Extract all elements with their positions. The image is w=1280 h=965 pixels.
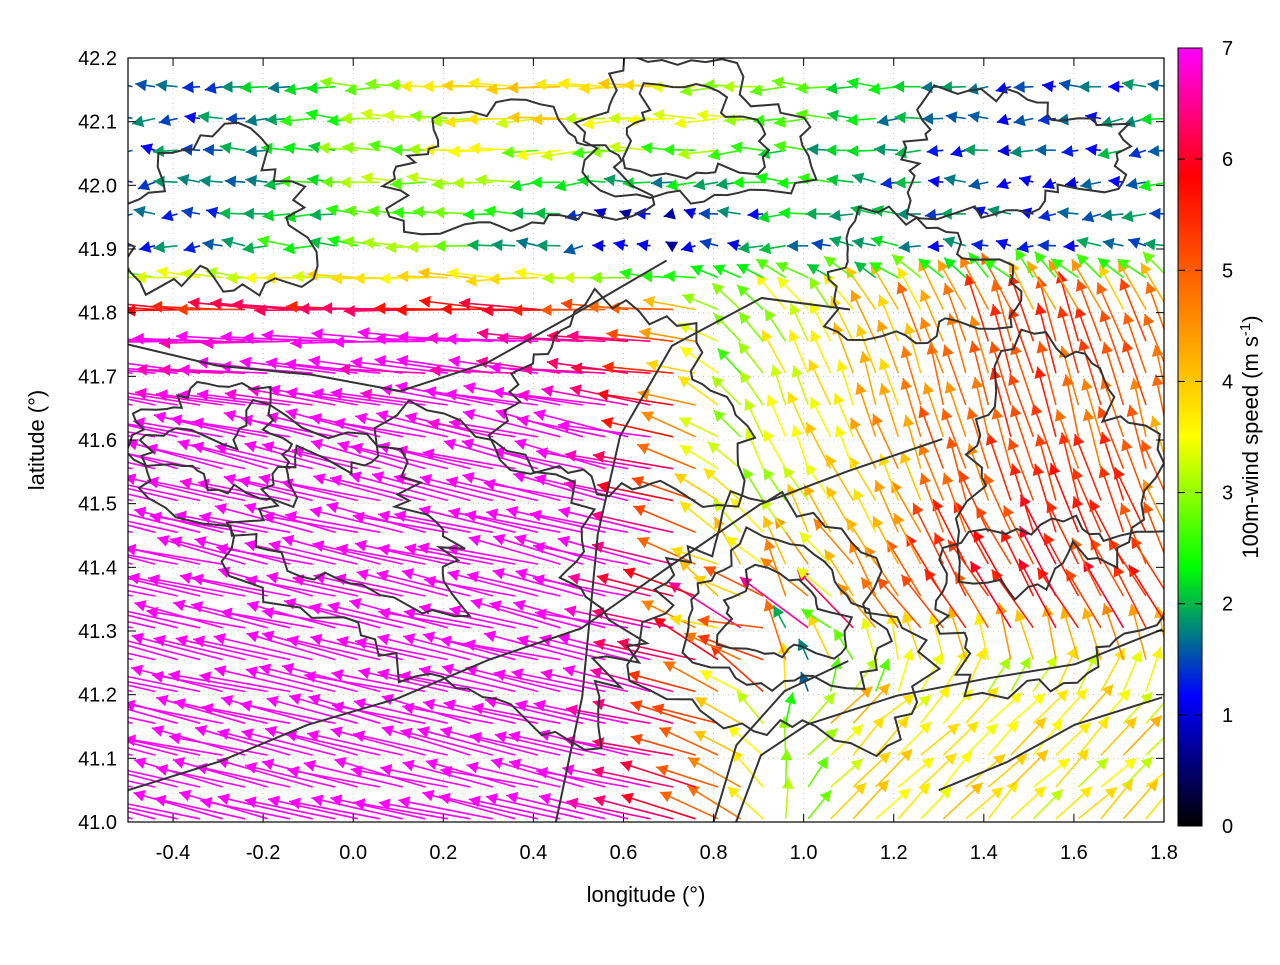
colorbar-tick-label: 0 — [1222, 816, 1233, 838]
wind-arrow-head — [62, 505, 74, 517]
colorbar-tick-label: 1 — [1222, 705, 1233, 727]
colorbar-tick-label: 7 — [1222, 38, 1233, 60]
wind-arrow-head — [43, 331, 54, 343]
wind-arrow-head — [36, 697, 48, 709]
wind-arrow-head — [36, 765, 48, 777]
colorbar-label: 100m-wind speed (m s-1) — [1237, 315, 1264, 558]
x-tick-label: 0.2 — [429, 842, 457, 864]
wind-arrow-head — [1164, 725, 1176, 737]
x-tick-label: 0.6 — [610, 842, 638, 864]
wind-arrow-head — [70, 335, 81, 347]
wind-arrow-head — [84, 336, 95, 348]
y-tick-label: 41.3 — [78, 621, 117, 643]
wind-arrow-head — [58, 789, 70, 801]
y-tick-label: 41.4 — [78, 557, 117, 579]
y-tick-label: 42.2 — [78, 48, 117, 70]
wind-arrow-head — [35, 571, 47, 583]
y-tick-label: 42.1 — [78, 112, 117, 134]
x-tick-label: 1.8 — [1150, 842, 1178, 864]
wind-arrow-head — [65, 728, 77, 740]
wind-arrow-head — [111, 669, 123, 681]
x-axis-label: longitude (°) — [587, 882, 706, 907]
y-tick-label: 41.5 — [78, 494, 117, 516]
wind-arrow-head — [39, 633, 51, 645]
colorbar-tick-label: 6 — [1222, 149, 1233, 171]
x-tick-label: 1.2 — [880, 842, 908, 864]
wind-arrow-head — [106, 333, 117, 345]
wind-arrow-head — [89, 602, 101, 614]
wind-arrow-head — [44, 670, 56, 682]
wind-arrow-head — [92, 268, 104, 280]
wind-arrow-head — [63, 575, 75, 587]
wind-arrow-shaft — [46, 389, 133, 405]
wind-arrow-head — [117, 175, 129, 187]
wind-arrow-head — [33, 733, 45, 745]
x-tick-label: -0.2 — [246, 842, 280, 864]
wind-arrow-head — [61, 634, 73, 646]
wind-arrow-shaft — [333, 341, 425, 342]
wind-arrow-shaft — [92, 273, 133, 278]
wind-arrow-head — [87, 475, 99, 487]
wind-arrow-head — [113, 210, 125, 222]
y-tick-label: 41.6 — [78, 430, 117, 452]
x-tick-label: 1.0 — [790, 842, 818, 864]
wind-arrow-head — [56, 443, 68, 455]
wind-arrow-head — [58, 359, 69, 371]
wind-arrow-head — [57, 602, 69, 614]
x-tick-label: 0.4 — [519, 842, 547, 864]
x-tick-label: 0.8 — [700, 842, 728, 864]
y-tick-label: 41.2 — [78, 685, 117, 707]
wind-arrow-head — [87, 795, 99, 807]
colorbar-tick-label: 4 — [1222, 371, 1233, 393]
colorbar-tick-label: 5 — [1222, 260, 1233, 282]
wind-arrow-head — [36, 507, 48, 519]
wind-arrow-head — [87, 670, 99, 682]
wind-arrow-head — [107, 477, 119, 489]
wind-arrow-head — [108, 417, 120, 429]
wind-arrow-head — [62, 381, 74, 393]
y-tick-label: 41.8 — [78, 303, 117, 325]
wind-arrow-head — [56, 665, 68, 677]
colorbar: 0 1 2 3 4 5 6 7 100m-wind speed (m s-1) — [1178, 38, 1263, 838]
wind-arrow-head — [103, 539, 115, 551]
y-tick-label: 41.7 — [78, 366, 117, 388]
wind-arrow-head — [80, 542, 92, 554]
wind-arrow-head — [43, 360, 55, 372]
colorbar-tick-label: 2 — [1222, 594, 1233, 616]
y-tick-label: 41.0 — [78, 812, 117, 834]
wind-arrow-head — [101, 602, 113, 614]
colorbar-gradient — [1178, 48, 1202, 826]
wind-arrow-head — [81, 727, 93, 739]
x-tick-label: 1.4 — [970, 842, 998, 864]
wind-arrow-head — [60, 475, 72, 487]
y-axis-label: latitude (°) — [24, 390, 49, 491]
wind-arrow-head — [113, 79, 125, 91]
y-tick-label: 41.9 — [78, 239, 117, 261]
wind-arrow-head — [104, 731, 116, 743]
y-tick-label: 41.1 — [78, 748, 117, 770]
x-tick-label: 1.6 — [1060, 842, 1088, 864]
wind-arrow-head — [41, 788, 53, 799]
wind-arrow-shaft — [36, 769, 132, 787]
wind-arrow-head — [107, 796, 119, 808]
wind-arrow-head — [44, 540, 56, 552]
wind-arrow-head — [113, 147, 125, 159]
wind-arrow-shaft — [35, 451, 132, 468]
x-tick-label: 0.0 — [339, 842, 367, 864]
wind-arrow-head — [61, 699, 73, 711]
x-tick-label: -0.4 — [156, 842, 190, 864]
wind-arrow-head — [58, 535, 70, 547]
y-tick-label: 42.0 — [78, 175, 117, 197]
wind-arrow-head — [57, 762, 69, 774]
wind-arrow-head — [55, 299, 66, 311]
wind-arrow-head — [1166, 781, 1178, 793]
wind-arrow-head — [82, 411, 94, 423]
wind-arrow-head — [34, 605, 46, 617]
colorbar-tick-label: 3 — [1222, 483, 1233, 505]
wind-arrow-shaft — [43, 336, 133, 341]
wind-arrow-head — [64, 417, 76, 429]
